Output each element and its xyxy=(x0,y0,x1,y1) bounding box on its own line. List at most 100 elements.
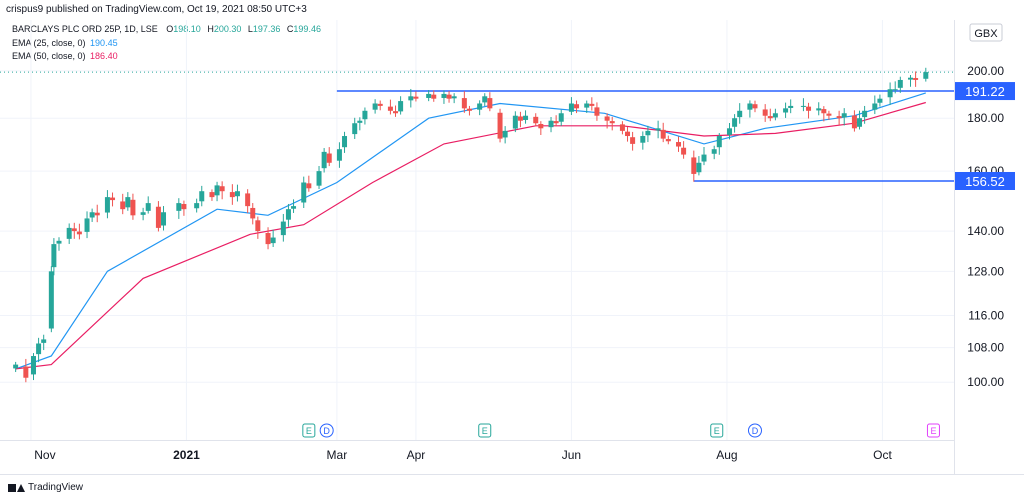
candle-body xyxy=(726,128,732,135)
candle-body xyxy=(23,366,29,378)
candle-body xyxy=(110,197,116,201)
ohlc-high: H200.30 xyxy=(207,24,242,34)
candle-body xyxy=(336,149,342,161)
x-tick-label: Nov xyxy=(34,448,55,462)
candle-body xyxy=(245,193,251,207)
candle-body xyxy=(176,203,182,211)
candle-body xyxy=(477,103,483,110)
candle-body xyxy=(836,116,842,119)
candle-body xyxy=(280,221,286,236)
candle-body xyxy=(393,111,399,114)
candle-body xyxy=(316,171,322,186)
candle-body xyxy=(161,212,167,226)
candle-body xyxy=(377,103,383,106)
publisher-caption: crispus9 published on TradingView.com, O… xyxy=(6,4,307,15)
price-label-box xyxy=(955,82,1015,101)
x-tick-label: Oct xyxy=(873,448,892,462)
candle-body xyxy=(788,105,794,108)
candle-body xyxy=(306,183,312,189)
candle-body xyxy=(821,109,827,114)
ema50-value: 186.40 xyxy=(90,51,118,61)
candle-body xyxy=(89,212,95,218)
price-label: 156.52 xyxy=(965,174,1005,189)
y-tick-label: 140.00 xyxy=(967,224,1004,238)
candle-body xyxy=(716,136,722,148)
candle-body xyxy=(342,136,348,148)
candle-body xyxy=(877,98,883,103)
candle-body xyxy=(398,101,404,112)
earnings-icon xyxy=(302,423,316,438)
candle-body xyxy=(234,191,240,197)
candle-body xyxy=(56,240,62,244)
candle-body xyxy=(461,98,467,109)
candle-body xyxy=(816,108,822,111)
price-label-box xyxy=(955,171,1015,190)
candle-body xyxy=(887,89,893,98)
candle-body xyxy=(413,96,419,99)
earnings-marker: E xyxy=(306,426,312,436)
candle-body xyxy=(538,123,544,129)
candle-body xyxy=(301,182,307,203)
candle-body xyxy=(270,237,276,244)
candle-body xyxy=(48,271,54,329)
candle-body xyxy=(691,157,697,174)
dividend-marker: D xyxy=(323,426,330,436)
earnings-icon xyxy=(710,423,724,438)
candle-body xyxy=(892,89,898,91)
candle-body xyxy=(487,98,493,109)
y-tick-label: 100.00 xyxy=(967,375,1004,389)
x-tick-label: 2021 xyxy=(173,448,200,462)
candle-body xyxy=(94,212,100,216)
ohlc-close: C199.46 xyxy=(286,24,321,34)
candle-body xyxy=(84,218,90,232)
candle-body xyxy=(502,130,508,138)
candle-body xyxy=(219,186,225,192)
candle-body xyxy=(923,72,929,79)
ema50-label: EMA (50, close, 0) xyxy=(12,51,86,61)
candle-body xyxy=(362,110,368,120)
earnings-icon xyxy=(478,423,492,438)
candle-body xyxy=(352,123,358,135)
candle-body xyxy=(125,197,131,208)
candle-body xyxy=(913,78,919,80)
candle-body xyxy=(732,118,738,127)
candle-body xyxy=(574,104,580,109)
candle-body xyxy=(857,118,863,127)
candle-body xyxy=(772,113,778,118)
candle-body xyxy=(512,115,518,129)
y-tick-label: 128.00 xyxy=(967,264,1004,278)
symbol-name: BARCLAYS PLC ORD 25P, 1D, LSE xyxy=(12,24,158,34)
candle-body xyxy=(451,96,457,99)
candle-body xyxy=(806,106,812,111)
price-label: 191.22 xyxy=(965,84,1005,99)
candle-body xyxy=(558,113,564,122)
candle-body xyxy=(676,142,682,147)
candle-body xyxy=(568,103,574,112)
y-tick-label: 116.00 xyxy=(968,309,1004,323)
candle-body xyxy=(872,103,878,110)
candle-body xyxy=(209,192,215,198)
candle-body xyxy=(696,162,702,173)
candle-body xyxy=(640,136,646,143)
candle-body xyxy=(762,109,768,116)
dividend-icon xyxy=(747,423,762,438)
candle-body xyxy=(747,103,753,110)
candle-body xyxy=(291,206,297,209)
candle-body xyxy=(357,120,363,123)
candle-body xyxy=(625,131,631,137)
x-tick-label: Jun xyxy=(562,448,581,462)
ohlc-low: L197.36 xyxy=(247,24,281,34)
candle-body xyxy=(120,201,126,210)
candle-body xyxy=(285,209,291,220)
candle-body xyxy=(30,356,36,375)
candle-body xyxy=(609,121,615,124)
candle-body xyxy=(104,197,110,213)
candle-body xyxy=(908,77,914,80)
candle-body xyxy=(145,203,151,211)
candle-body xyxy=(372,103,378,110)
candle-body xyxy=(584,103,590,108)
candle-body xyxy=(826,113,832,116)
candle-body xyxy=(604,116,610,121)
